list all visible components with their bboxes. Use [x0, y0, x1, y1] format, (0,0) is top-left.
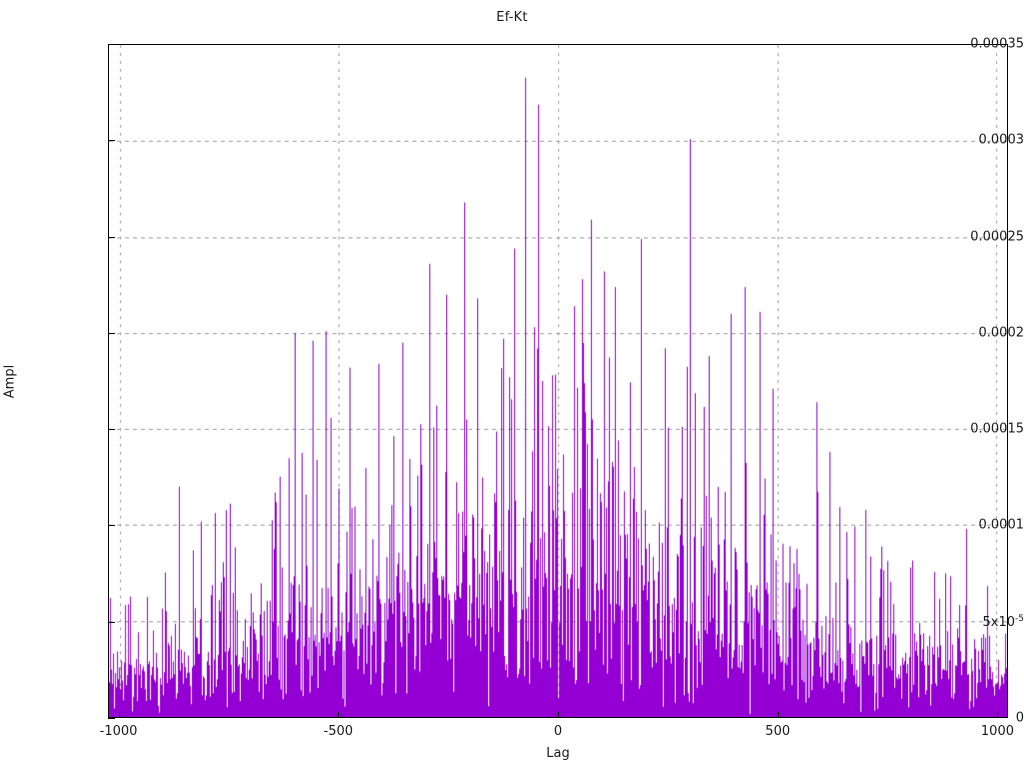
x-tick-label: 0: [553, 724, 563, 739]
chart-title: Ef-Kt: [496, 10, 528, 25]
y-tick-mark: [108, 333, 115, 334]
x-tick-label: -1000: [99, 724, 138, 739]
y-tick-label: 0.0001: [978, 517, 1024, 533]
y-tick-mark: [108, 44, 115, 45]
y-tick-label: 0.00025: [970, 229, 1024, 245]
x-tick-mark: [338, 712, 339, 718]
y-tick-mark: [108, 140, 115, 141]
x-tick-mark: [778, 712, 779, 718]
x-tick-label: 500: [765, 724, 791, 739]
y-tick-label: 0.0003: [978, 132, 1024, 148]
y-tick-label: 0: [1015, 710, 1024, 726]
y-tick-mark: [108, 525, 115, 526]
plot-area: [108, 44, 1008, 718]
y-tick-label: 0.0002: [978, 325, 1024, 341]
y-tick-label: 0.00015: [970, 421, 1024, 437]
impulse-series: [109, 45, 1007, 717]
x-tick-label: 1000: [980, 724, 1014, 739]
x-tick-label: -500: [323, 724, 354, 739]
y-axis-label: Ampl: [2, 364, 18, 399]
y-tick-mark: [108, 237, 115, 238]
y-tick-mark: [108, 429, 115, 430]
y-tick-mark: [108, 718, 115, 719]
y-tick-label: 0.00035: [970, 36, 1024, 52]
x-tick-mark: [558, 712, 559, 718]
x-tick-mark: [997, 712, 998, 718]
y-tick-mark: [108, 622, 115, 623]
x-tick-mark: [119, 712, 120, 718]
y-tick-label: 5x10-5: [982, 613, 1024, 630]
x-axis-label: Lag: [546, 746, 570, 761]
